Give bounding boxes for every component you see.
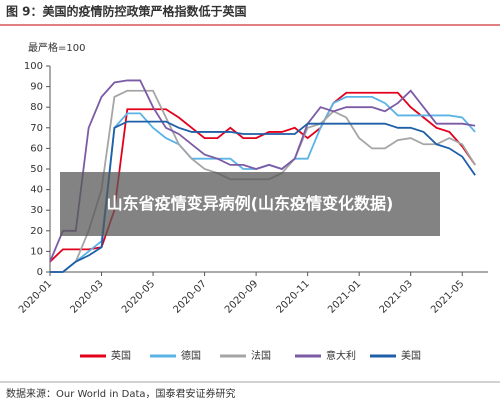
legend-label: 美国 <box>401 349 421 362</box>
y-tick-label: 20 <box>30 226 43 237</box>
x-tick-label: 2020-05 <box>120 278 157 315</box>
y-tick-label: 60 <box>30 143 43 154</box>
y-tick-label: 50 <box>30 164 43 175</box>
y-tick-label: 30 <box>30 205 43 216</box>
x-tick-label: 2020-11 <box>275 278 312 315</box>
y-tick-label: 100 <box>24 61 43 72</box>
source: 数据来源：Our World in Data，国泰君安证券研究 <box>6 387 236 400</box>
x-tick-label: 2020-09 <box>223 278 260 315</box>
series-line <box>50 120 476 273</box>
legend-label: 意大利 <box>326 349 356 362</box>
y-axis-label: 最严格=100 <box>28 41 85 54</box>
y-tick-label: 90 <box>30 82 43 93</box>
y-tick-label: 10 <box>30 246 43 257</box>
y-tick-label: 0 <box>37 267 43 278</box>
legend-label: 英国 <box>111 349 131 362</box>
banner: 山东省疫情变异病例(山东疫情变化数据) <box>60 172 440 236</box>
legend-label: 法国 <box>251 349 271 362</box>
series-line <box>49 91 476 263</box>
y-tick-label: 80 <box>30 102 43 113</box>
series-line <box>49 79 476 263</box>
y-tick-label: 70 <box>30 123 43 134</box>
y-tick-label: 40 <box>30 185 43 196</box>
x-tick-label: 2020-07 <box>171 278 208 315</box>
x-tick-label: 2020-01 <box>17 278 54 315</box>
x-tick-label: 2021-01 <box>326 278 363 315</box>
x-tick-label: 2021-03 <box>378 278 415 315</box>
x-tick-label: 2021-05 <box>429 278 466 315</box>
x-tick-label: 2020-03 <box>68 278 105 315</box>
chart-title: 图 9：美国的疫情防控政策严格指数低于英国 <box>6 4 247 19</box>
legend-label: 德国 <box>181 349 201 362</box>
